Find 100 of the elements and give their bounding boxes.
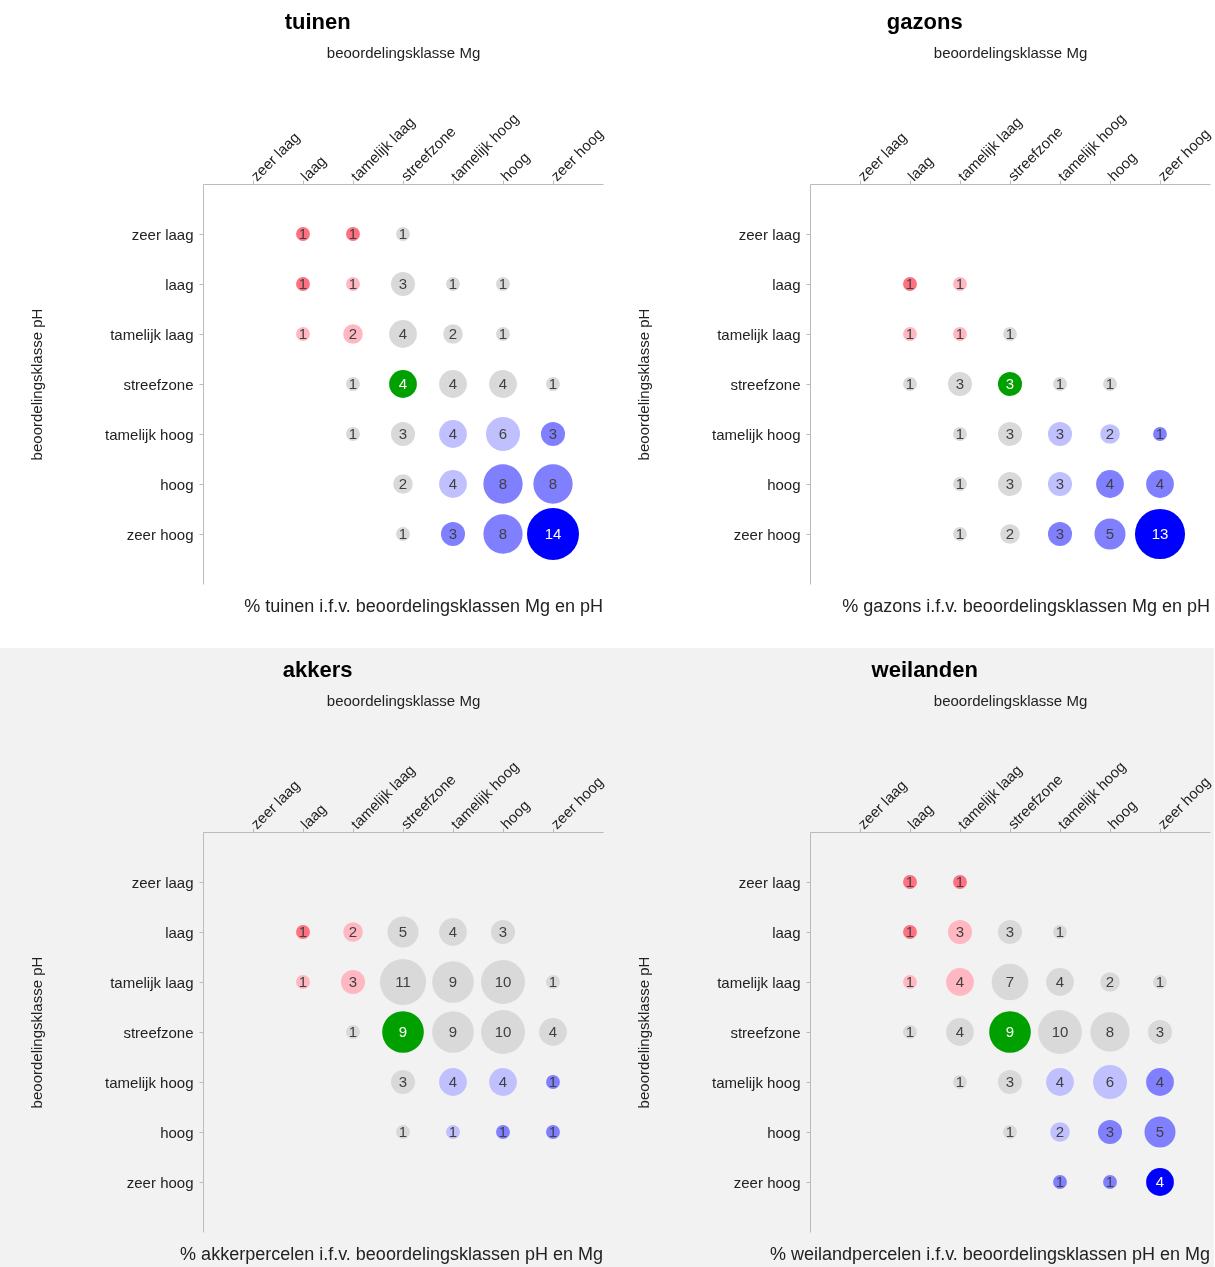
data-label: 4 — [1105, 475, 1115, 492]
data-label: 2 — [1055, 1123, 1065, 1140]
data-label: 2 — [348, 923, 358, 940]
data-label: 3 — [1005, 425, 1015, 442]
data-label: 1 — [905, 873, 915, 890]
text: % weilandpercelen i.f.v. beoordelingsklassen pH en Mg — [770, 1244, 1210, 1264]
y-tick-label: tamelijk laag — [110, 973, 194, 991]
data-label: 3 — [498, 923, 508, 940]
data-label: 2 — [398, 475, 408, 492]
data-label: 1 — [548, 973, 558, 990]
data-label: 1 — [1105, 375, 1115, 392]
data-label: 1 — [348, 425, 358, 442]
y-tick-label: zeer hoog — [126, 1173, 194, 1191]
y-tick-label: zeer laag — [738, 225, 801, 243]
data-label: 13 — [1151, 525, 1169, 542]
y-tick-label: tamelijk hoog — [105, 425, 194, 443]
data-label: 3 — [955, 375, 965, 392]
data-label: 14 — [544, 525, 562, 542]
data-label: 4 — [448, 375, 458, 392]
y-tick-label: tamelijk laag — [717, 973, 801, 991]
y-tick-label: tamelijk hoog — [712, 425, 801, 443]
data-label: 1 — [348, 1023, 358, 1040]
data-label: 8 — [498, 525, 508, 542]
y-axis-title: beoordelingsklasse pH — [635, 308, 653, 461]
y-tick-label: zeer hoog — [733, 1173, 801, 1191]
data-label: 4 — [498, 375, 508, 392]
data-label: 1 — [1105, 1173, 1115, 1190]
data-label: 1 — [955, 325, 965, 342]
data-label: 3 — [1005, 475, 1015, 492]
data-label: 1 — [955, 1073, 965, 1090]
data-label: 8 — [548, 475, 558, 492]
x-tick-label: laag — [904, 800, 937, 833]
data-label: 1 — [905, 275, 915, 292]
data-label: 4 — [498, 1073, 508, 1090]
data-label: 1 — [955, 425, 965, 442]
data-label: 1 — [955, 525, 965, 542]
data-label: 3 — [1155, 1023, 1165, 1040]
y-tick-label: hoog — [767, 1123, 801, 1141]
data-label: 1 — [298, 923, 308, 940]
y-tick-label: tamelijk hoog — [712, 1073, 801, 1091]
data-label: 9 — [1005, 1023, 1015, 1040]
data-label: 4 — [448, 1073, 458, 1090]
data-label: 1 — [548, 1073, 558, 1090]
data-label: 1 — [1005, 1123, 1015, 1140]
data-label: 1 — [905, 973, 915, 990]
x-tick-label: laag — [904, 152, 937, 185]
data-label: 1 — [448, 1123, 458, 1140]
chart-title: akkers — [282, 656, 353, 682]
x-axis-title: beoordelingsklasse Mg — [326, 44, 481, 62]
y-tick-label: zeer laag — [738, 873, 801, 891]
data-label: 9 — [398, 1023, 408, 1040]
data-label: 3 — [548, 425, 558, 442]
y-tick-label: hoog — [160, 1123, 194, 1141]
data-label: 1 — [955, 475, 965, 492]
data-label: 1 — [348, 275, 358, 292]
data-label: 1 — [348, 225, 358, 242]
y-tick-label: zeer hoog — [126, 525, 194, 543]
data-label: 1 — [398, 525, 408, 542]
data-label: 1 — [1055, 375, 1065, 392]
data-label: 1 — [1055, 1173, 1065, 1190]
data-label: 10 — [1051, 1023, 1069, 1040]
chart-title: tuinen — [284, 8, 351, 34]
y-tick-label: tamelijk hoog — [105, 1073, 194, 1091]
chart-title: gazons — [886, 8, 963, 34]
y-tick-label: zeer hoog — [733, 525, 801, 543]
data-label: 3 — [448, 525, 458, 542]
x-tick-label: laag — [297, 800, 330, 833]
y-tick-label: laag — [772, 275, 801, 293]
data-label: 1 — [298, 225, 308, 242]
data-label: 8 — [1105, 1023, 1115, 1040]
x-axis-title: beoordelingsklasse Mg — [933, 692, 1088, 710]
data-label: 3 — [1105, 1123, 1115, 1140]
data-label: 4 — [1155, 475, 1165, 492]
data-label: 3 — [398, 275, 408, 292]
data-label: 3 — [348, 973, 358, 990]
data-label: 1 — [1155, 425, 1165, 442]
data-label: 1 — [905, 325, 915, 342]
y-tick-label: laag — [165, 275, 194, 293]
data-label: 6 — [498, 425, 508, 442]
y-tick-label: tamelijk laag — [717, 325, 801, 343]
data-label: 4 — [1155, 1173, 1165, 1190]
y-tick-label: zeer laag — [131, 225, 194, 243]
data-label: 1 — [955, 873, 965, 890]
data-label: 1 — [905, 923, 915, 940]
data-label: 10 — [494, 973, 512, 990]
data-label: 8 — [498, 475, 508, 492]
text: % gazons i.f.v. beoordelingsklassen Mg en pH — [842, 596, 1210, 616]
data-label: 4 — [398, 375, 408, 392]
data-label: 4 — [1055, 973, 1065, 990]
data-label: 4 — [955, 973, 965, 990]
data-label: 2 — [1105, 973, 1115, 990]
data-label: 2 — [348, 325, 358, 342]
data-label: 4 — [448, 425, 458, 442]
data-label: 1 — [1005, 325, 1015, 342]
data-label: 1 — [498, 1123, 508, 1140]
data-label: 10 — [494, 1023, 512, 1040]
data-label: 2 — [1105, 425, 1115, 442]
data-label: 1 — [905, 1023, 915, 1040]
text: % tuinen i.f.v. beoordelingsklassen Mg en pH — [244, 596, 603, 616]
data-label: 9 — [448, 973, 458, 990]
